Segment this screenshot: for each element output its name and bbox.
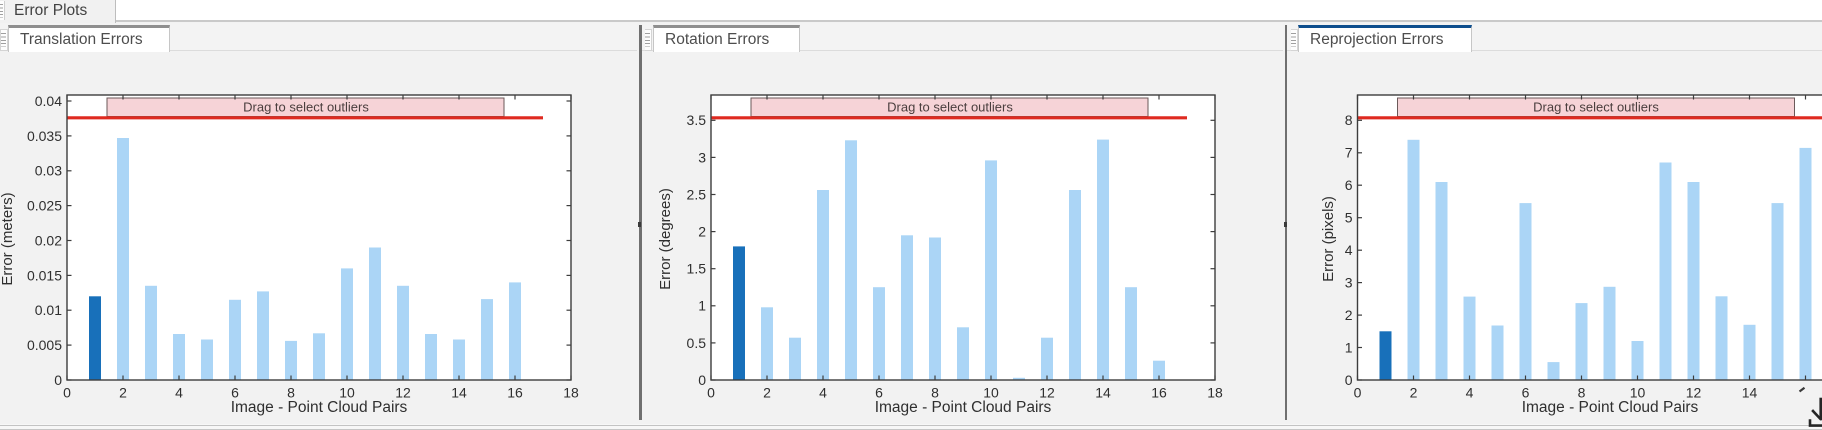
svg-text:16: 16	[507, 385, 523, 401]
svg-text:18: 18	[1207, 385, 1223, 401]
svg-text:0.035: 0.035	[27, 128, 62, 144]
svg-text:1: 1	[1345, 339, 1353, 355]
svg-text:2: 2	[698, 224, 706, 240]
svg-text:8: 8	[931, 385, 939, 401]
svg-text:10: 10	[983, 385, 999, 401]
svg-text:6: 6	[231, 385, 239, 401]
svg-text:6: 6	[1522, 385, 1530, 401]
svg-text:Error (degrees): Error (degrees)	[657, 188, 674, 290]
svg-text:4: 4	[175, 385, 183, 401]
svg-text:Image - Point Cloud Pairs: Image - Point Cloud Pairs	[875, 399, 1052, 416]
svg-text:8: 8	[287, 385, 295, 401]
svg-text:4: 4	[1345, 242, 1353, 258]
svg-text:0: 0	[63, 385, 71, 401]
svg-text:18: 18	[563, 385, 579, 401]
svg-text:Error (meters): Error (meters)	[0, 192, 16, 285]
svg-text:5: 5	[1345, 210, 1353, 226]
svg-text:0: 0	[707, 385, 715, 401]
svg-text:8: 8	[1578, 385, 1586, 401]
svg-text:0.005: 0.005	[27, 337, 62, 353]
svg-text:3.5: 3.5	[687, 112, 707, 128]
svg-text:14: 14	[1095, 385, 1111, 401]
svg-text:0.03: 0.03	[35, 163, 62, 179]
svg-text:1.5: 1.5	[687, 261, 707, 277]
svg-text:Image - Point Cloud Pairs: Image - Point Cloud Pairs	[1522, 399, 1699, 416]
svg-text:10: 10	[1630, 385, 1646, 401]
svg-text:4: 4	[1466, 385, 1474, 401]
svg-text:Drag to select outliers: Drag to select outliers	[1533, 99, 1659, 114]
svg-text:7: 7	[1345, 145, 1353, 161]
svg-text:0.02: 0.02	[35, 232, 62, 248]
svg-text:12: 12	[1686, 385, 1702, 401]
svg-text:2: 2	[119, 385, 127, 401]
svg-text:16: 16	[1151, 385, 1167, 401]
svg-text:2: 2	[1410, 385, 1418, 401]
svg-text:Drag to select outliers: Drag to select outliers	[887, 99, 1013, 114]
svg-text:2: 2	[763, 385, 771, 401]
svg-text:14: 14	[1742, 385, 1758, 401]
svg-text:1: 1	[698, 298, 706, 314]
svg-text:0: 0	[698, 372, 706, 388]
svg-text:2.5: 2.5	[687, 186, 707, 202]
svg-text:0.015: 0.015	[27, 267, 62, 283]
svg-text:Drag to select outliers: Drag to select outliers	[243, 99, 369, 114]
svg-text:4: 4	[819, 385, 827, 401]
svg-text:0.04: 0.04	[35, 93, 62, 109]
svg-text:Image - Point Cloud Pairs: Image - Point Cloud Pairs	[231, 399, 408, 416]
svg-text:0.5: 0.5	[687, 335, 707, 351]
svg-text:0: 0	[1354, 385, 1362, 401]
svg-text:6: 6	[1345, 177, 1353, 193]
svg-text:0.025: 0.025	[27, 198, 62, 214]
svg-text:0: 0	[54, 372, 62, 388]
svg-text:6: 6	[875, 385, 883, 401]
svg-text:0.01: 0.01	[35, 302, 62, 318]
svg-text:3: 3	[1345, 275, 1353, 291]
svg-text:8: 8	[1345, 112, 1353, 128]
svg-text:14: 14	[451, 385, 467, 401]
svg-text:12: 12	[1039, 385, 1055, 401]
svg-text:0: 0	[1345, 372, 1353, 388]
svg-text:2: 2	[1345, 307, 1353, 323]
svg-text:Error (pixels): Error (pixels)	[1320, 196, 1337, 282]
svg-text:3: 3	[698, 149, 706, 165]
svg-text:12: 12	[395, 385, 411, 401]
svg-text:10: 10	[339, 385, 355, 401]
